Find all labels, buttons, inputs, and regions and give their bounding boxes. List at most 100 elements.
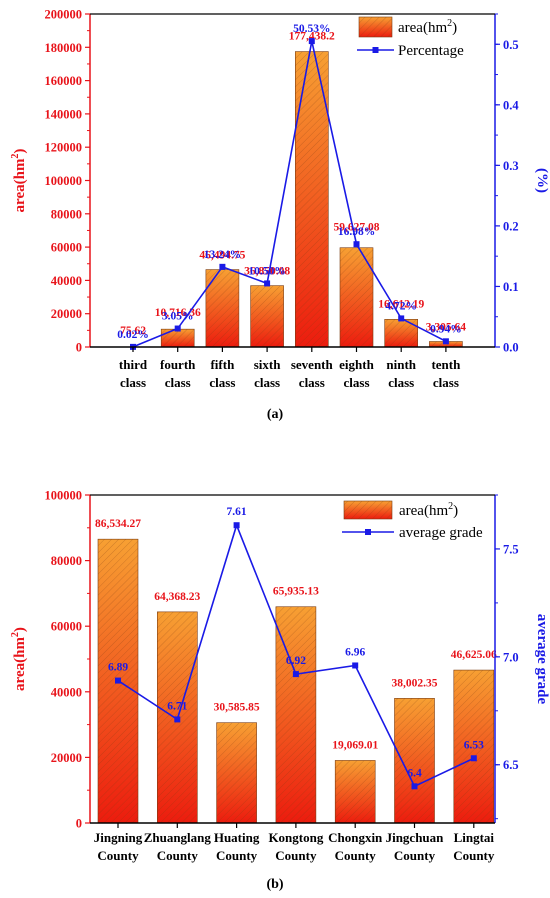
category-label-line1: eighth (339, 357, 374, 372)
legend-bar-label: area(hm2) (399, 501, 458, 519)
category-label-line1: ninth (386, 357, 416, 372)
left-tick-label: 0 (76, 817, 82, 831)
line-value-label: 3.05% (162, 311, 194, 323)
category-label-line1: seventh (291, 357, 334, 372)
left-tick-label: 100000 (45, 489, 83, 503)
bar-value-label: 75.62 (120, 325, 146, 337)
category-label-line1: Kongtong (268, 830, 323, 845)
left-axis-title: area(hm2) (10, 627, 28, 691)
legend-bar-label-sup: 2 (448, 501, 453, 512)
left-tick-label: 40000 (51, 685, 82, 699)
left-axis-title-sup: 2 (10, 632, 21, 637)
bar-value-label: 65,935.13 (273, 586, 319, 598)
bar-value-label: 38,002.35 (392, 677, 438, 689)
legend-bar-label-close: ) (452, 20, 457, 36)
legend-line-marker (365, 529, 371, 535)
category-label-line2: County (216, 848, 258, 863)
bar-hatch (339, 247, 374, 348)
right-tick-label: 7.5 (503, 542, 519, 556)
category-label-line1: third (119, 357, 148, 372)
left-tick-label: 100000 (45, 174, 83, 188)
right-tick-label: 0.1 (503, 280, 519, 294)
category-label-line2: class (254, 375, 280, 390)
line-value-label: 13.24% (204, 249, 241, 261)
left-tick-label: 120000 (45, 141, 83, 155)
line-point (411, 783, 418, 790)
right-axis-title: average grade (534, 614, 550, 705)
right-tick-label: 0.2 (503, 219, 519, 233)
right-tick-label: 6.5 (503, 758, 519, 772)
line-point (470, 755, 477, 762)
line-value-label: 0.94% (430, 323, 462, 335)
category-label-line2: County (275, 848, 317, 863)
right-tick-label: 7.0 (503, 650, 519, 664)
line-value-label: 7.61 (227, 506, 247, 518)
left-tick-label: 160000 (45, 74, 83, 88)
right-tick-label: 0.4 (503, 98, 519, 112)
right-tick-label: 0.5 (503, 38, 519, 52)
category-label-line2: County (157, 848, 199, 863)
category-label-line2: class (120, 375, 146, 390)
category-label-line2: class (299, 375, 325, 390)
left-tick-label: 140000 (45, 107, 83, 121)
legend-bar-label-main: area(hm (399, 503, 448, 519)
line-point (174, 325, 181, 332)
left-tick-label: 180000 (45, 41, 83, 55)
bar-value-label: 177,438.2 (289, 31, 335, 43)
bar-value-label: 46,494.75 (199, 250, 245, 262)
category-label-line2: County (394, 848, 436, 863)
legend-bar-swatch-hatch (343, 500, 393, 520)
legend-line-label: average grade (399, 525, 483, 541)
line-value-label: 6.71 (167, 700, 187, 712)
left-axis-title-main: area(hm (12, 637, 28, 691)
bar-hatch (334, 760, 376, 824)
line-value-label: 0.02% (117, 329, 149, 341)
bar-hatch (250, 285, 284, 348)
left-tick-label: 0 (76, 341, 82, 355)
category-label-line1: fourth (160, 357, 196, 372)
line-point (174, 716, 181, 723)
left-axis-title-close: ) (12, 627, 28, 632)
left-tick-label: 200000 (45, 8, 83, 22)
bar-value-label: 64,368.23 (154, 591, 200, 603)
bar-value-label: 59,627.08 (334, 222, 380, 234)
category-label-line2: class (388, 375, 414, 390)
bar-value-label: 19,069.01 (332, 739, 378, 751)
category-label-line2: class (433, 375, 459, 390)
line-value-label: 10.50% (248, 265, 285, 277)
legend-line-marker (372, 47, 379, 53)
panel-label: (a) (267, 407, 284, 422)
line-point (308, 38, 315, 45)
line-point (219, 263, 226, 270)
category-label-line2: class (209, 375, 235, 390)
line-point (352, 662, 359, 669)
right-tick-label: 0.0 (503, 341, 519, 355)
legend-bar-label-sup: 2 (447, 18, 452, 29)
line-value-label: 16.98% (338, 226, 375, 238)
line-value-label: 6.96 (345, 646, 365, 658)
line-point (115, 677, 121, 684)
category-label-line1: fifth (210, 357, 235, 372)
line-point (264, 280, 271, 287)
bar-value-label: 30,585.85 (214, 702, 260, 714)
bar-value-label: 36,850.08 (244, 266, 290, 278)
bar-hatch (160, 328, 195, 348)
right-axis-title: (%) (534, 168, 550, 193)
line-value-label: 4.72% (385, 300, 417, 312)
legend-bar-label-main: area(hm (398, 20, 447, 36)
line-point (398, 315, 405, 322)
category-label-line1: Chongxin (328, 830, 383, 845)
category-label-line1: tenth (431, 357, 461, 372)
line-value-label: 50.53% (293, 23, 330, 35)
legend-bar-swatch-hatch (358, 16, 393, 38)
category-label-line2: County (453, 848, 495, 863)
left-tick-label: 60000 (51, 241, 82, 255)
legend-bar-label: area(hm2) (398, 18, 457, 36)
line-value-label: 6.89 (108, 662, 128, 674)
left-tick-label: 40000 (51, 274, 82, 288)
right-tick-label: 0.3 (503, 159, 519, 173)
category-label-line2: County (335, 848, 377, 863)
line-point (292, 671, 299, 678)
left-axis-title-close: ) (12, 149, 28, 154)
line-point (233, 522, 240, 529)
